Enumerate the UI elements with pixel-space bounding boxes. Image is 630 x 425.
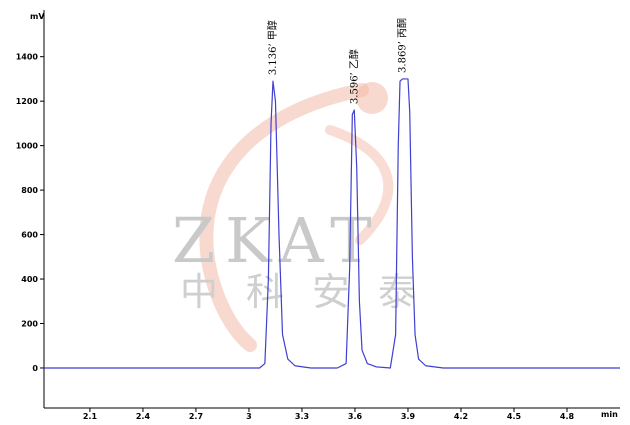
x-tick-label: 2.1 <box>83 412 98 421</box>
watermark-logo-dot <box>356 82 388 114</box>
peak-label: 3.869’ 丙酮 <box>396 18 408 73</box>
watermark-logo-swoosh <box>325 125 394 245</box>
y-tick-label: 400 <box>21 275 38 284</box>
axes: 0 200 400 600 800 1000 1200 1400 2.1 2.4 2.7 3 3.3 3… <box>16 10 620 421</box>
watermark-char: 安 <box>312 270 350 314</box>
watermark-text-cjk: 中科安泰 <box>180 270 416 314</box>
x-tick-label: 4.2 <box>454 412 468 421</box>
y-axis-unit: mV <box>30 12 45 21</box>
watermark-char: 科 <box>246 270 284 314</box>
x-tick-label: 2.4 <box>136 412 151 421</box>
x-tick-label: 3 <box>246 412 252 421</box>
peak-labels: 3.136’ 甲醇 3.596’ 乙醇 3.869’ 丙酮 <box>266 18 409 104</box>
y-tick-label: 600 <box>21 231 38 240</box>
y-tick-label: 0 <box>32 364 38 373</box>
x-axis-ticks: 2.1 2.4 2.7 3 3.3 3.6 3.9 4.2 4.5 4.8 <box>83 408 575 421</box>
y-tick-label: 1000 <box>16 142 39 151</box>
watermark-text-latin: ZKAT <box>172 204 382 277</box>
x-tick-label: 3.6 <box>348 412 363 421</box>
watermark-logo-arc <box>199 83 369 352</box>
y-axis-ticks: 0 200 400 600 800 1000 1200 1400 <box>16 53 44 373</box>
x-axis-unit: min <box>601 410 618 419</box>
series-layer <box>44 78 620 369</box>
y-tick-label: 1400 <box>16 53 39 62</box>
x-tick-label: 3.3 <box>295 412 309 421</box>
series-line <box>44 78 620 369</box>
watermark-char: 中 <box>180 270 218 314</box>
watermark: ZKAT 中科安泰 <box>172 82 416 352</box>
x-tick-label: 3.9 <box>401 412 416 421</box>
y-tick-label: 200 <box>21 320 38 329</box>
peak-label: 3.136’ 甲醇 <box>266 20 279 75</box>
y-tick-label: 800 <box>21 186 38 195</box>
x-tick-label: 2.7 <box>189 412 203 421</box>
peak-label: 3.596’ 乙醇 <box>347 49 360 104</box>
x-tick-label: 4.5 <box>507 412 522 421</box>
y-tick-label: 1200 <box>16 97 39 106</box>
x-tick-label: 4.8 <box>560 412 575 421</box>
